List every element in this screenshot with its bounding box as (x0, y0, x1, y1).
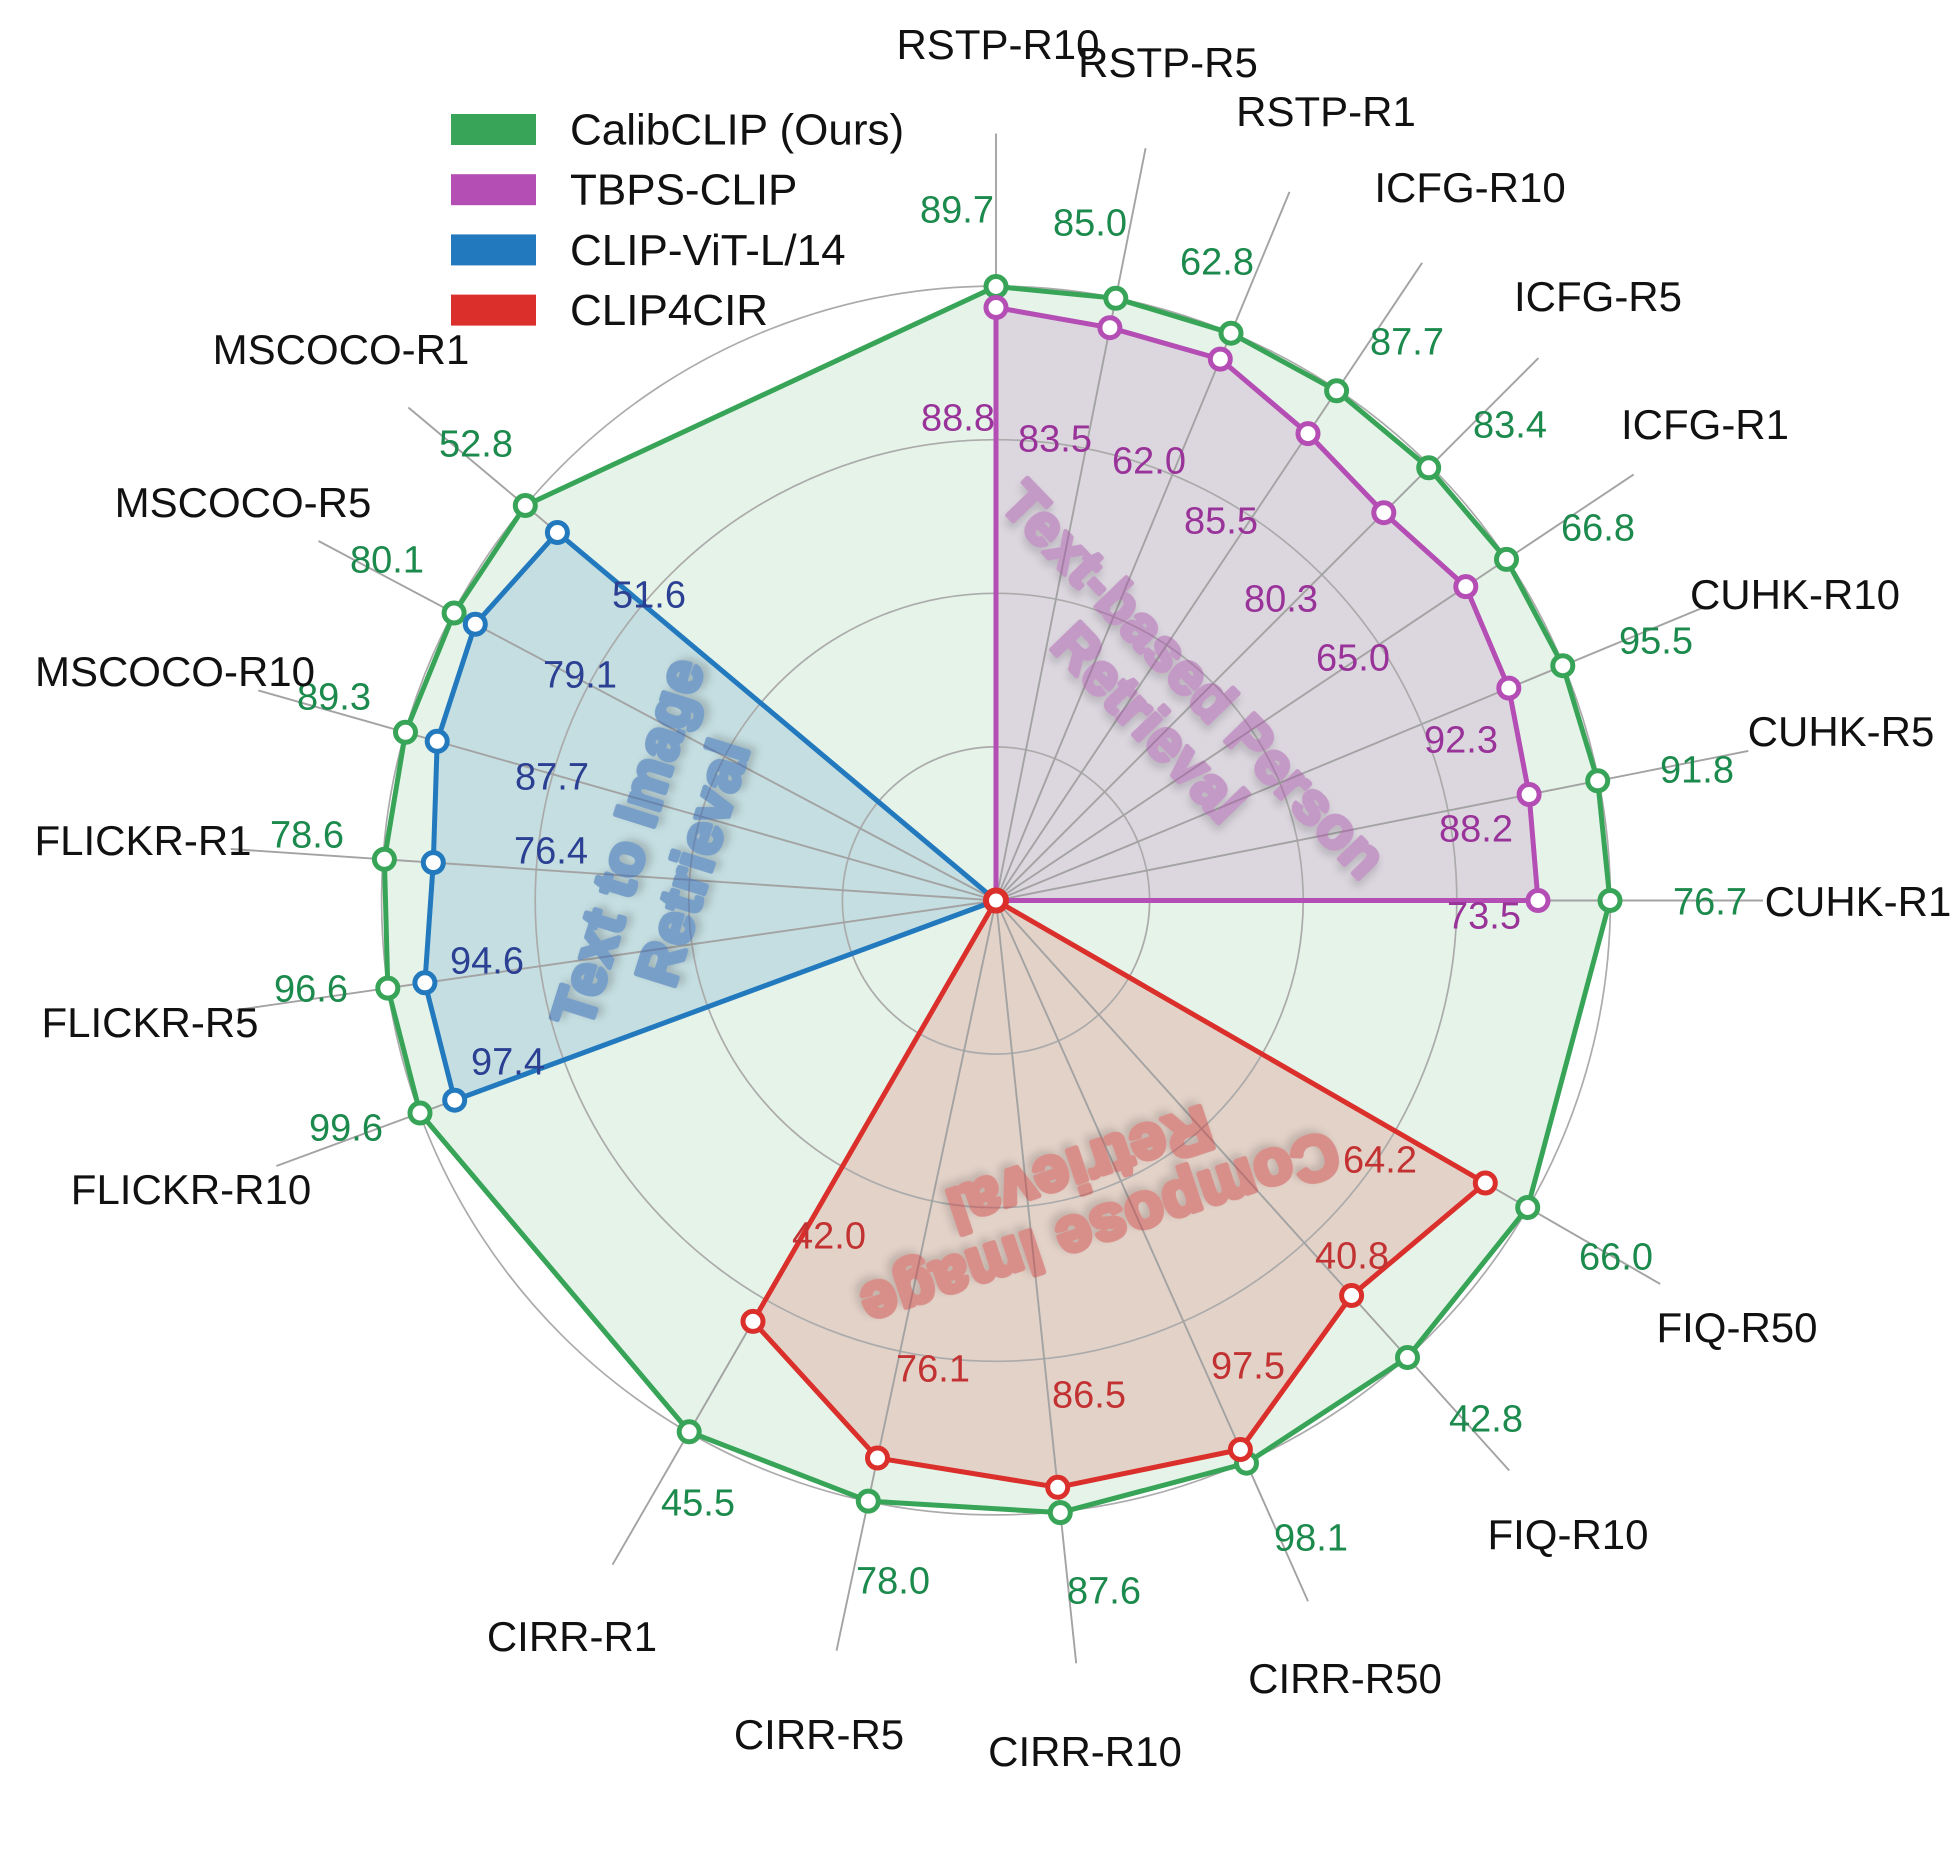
svg-text:94.6: 94.6 (450, 941, 524, 983)
svg-text:CLIP-ViT-L/14: CLIP-ViT-L/14 (570, 226, 846, 275)
svg-text:86.5: 86.5 (1052, 1375, 1126, 1417)
svg-text:65.0: 65.0 (1316, 638, 1390, 680)
svg-text:CIRR-R1: CIRR-R1 (487, 1613, 657, 1660)
svg-text:CIRR-R10: CIRR-R10 (988, 1728, 1182, 1775)
svg-text:TBPS-CLIP: TBPS-CLIP (570, 166, 797, 215)
svg-text:RSTP-R1: RSTP-R1 (1236, 88, 1416, 135)
svg-text:ICFG-R10: ICFG-R10 (1374, 164, 1565, 211)
svg-text:51.6: 51.6 (612, 575, 686, 617)
svg-text:CLIP4CIR: CLIP4CIR (570, 286, 768, 335)
svg-text:MSCOCO-R1: MSCOCO-R1 (213, 326, 470, 373)
svg-text:85.0: 85.0 (1053, 203, 1127, 245)
svg-text:RSTP-R10: RSTP-R10 (896, 21, 1099, 68)
svg-text:96.6: 96.6 (274, 969, 348, 1011)
svg-text:87.6: 87.6 (1067, 1571, 1141, 1613)
svg-text:45.5: 45.5 (661, 1483, 735, 1525)
svg-text:FLICKR-R10: FLICKR-R10 (71, 1166, 311, 1213)
svg-text:66.0: 66.0 (1579, 1237, 1653, 1279)
svg-text:42.0: 42.0 (792, 1216, 866, 1258)
svg-text:85.5: 85.5 (1184, 501, 1258, 543)
svg-text:64.2: 64.2 (1343, 1140, 1417, 1182)
svg-text:97.5: 97.5 (1211, 1346, 1285, 1388)
svg-text:CIRR-R50: CIRR-R50 (1248, 1655, 1442, 1702)
svg-text:CUHK-R5: CUHK-R5 (1748, 708, 1935, 755)
svg-text:52.8: 52.8 (439, 424, 513, 466)
svg-text:ICFG-R5: ICFG-R5 (1514, 273, 1682, 320)
svg-text:CIRR-R5: CIRR-R5 (734, 1711, 904, 1758)
svg-text:92.3: 92.3 (1424, 720, 1498, 762)
svg-text:95.5: 95.5 (1619, 621, 1693, 663)
svg-text:CUHK-R10: CUHK-R10 (1690, 571, 1900, 618)
svg-text:80.1: 80.1 (350, 540, 424, 582)
svg-text:97.4: 97.4 (471, 1042, 545, 1084)
svg-text:62.0: 62.0 (1112, 441, 1186, 483)
svg-text:FIQ-R50: FIQ-R50 (1656, 1304, 1817, 1351)
svg-text:MSCOCO-R5: MSCOCO-R5 (115, 479, 372, 526)
svg-text:40.8: 40.8 (1315, 1236, 1389, 1278)
svg-text:MSCOCO-R10: MSCOCO-R10 (35, 648, 315, 695)
svg-text:78.6: 78.6 (270, 815, 344, 857)
svg-text:99.6: 99.6 (309, 1108, 383, 1150)
svg-text:83.5: 83.5 (1018, 419, 1092, 461)
svg-text:66.8: 66.8 (1561, 508, 1635, 550)
svg-text:89.7: 89.7 (920, 190, 994, 232)
svg-text:98.1: 98.1 (1274, 1518, 1348, 1560)
svg-text:CalibCLIP (Ours): CalibCLIP (Ours) (570, 106, 904, 155)
svg-text:62.8: 62.8 (1180, 242, 1254, 284)
svg-text:79.1: 79.1 (543, 655, 617, 697)
svg-text:88.2: 88.2 (1439, 809, 1513, 851)
svg-text:89.3: 89.3 (297, 677, 371, 719)
svg-text:91.8: 91.8 (1660, 750, 1734, 792)
svg-text:ICFG-R1: ICFG-R1 (1621, 401, 1789, 448)
svg-text:76.4: 76.4 (514, 831, 588, 873)
svg-text:80.3: 80.3 (1244, 579, 1318, 621)
svg-text:FIQ-R10: FIQ-R10 (1487, 1511, 1648, 1558)
svg-text:CUHK-R1: CUHK-R1 (1765, 878, 1952, 925)
svg-text:83.4: 83.4 (1473, 405, 1547, 447)
svg-text:RSTP-R5: RSTP-R5 (1078, 39, 1258, 86)
svg-text:87.7: 87.7 (515, 757, 589, 799)
svg-text:88.8: 88.8 (921, 398, 995, 440)
svg-text:76.7: 76.7 (1673, 882, 1747, 924)
svg-text:78.0: 78.0 (856, 1561, 930, 1603)
svg-text:87.7: 87.7 (1370, 322, 1444, 364)
svg-text:FLICKR-R1: FLICKR-R1 (34, 817, 251, 864)
svg-text:73.5: 73.5 (1447, 896, 1521, 938)
svg-text:FLICKR-R5: FLICKR-R5 (41, 999, 258, 1046)
svg-text:76.1: 76.1 (896, 1349, 970, 1391)
svg-text:42.8: 42.8 (1449, 1399, 1523, 1441)
